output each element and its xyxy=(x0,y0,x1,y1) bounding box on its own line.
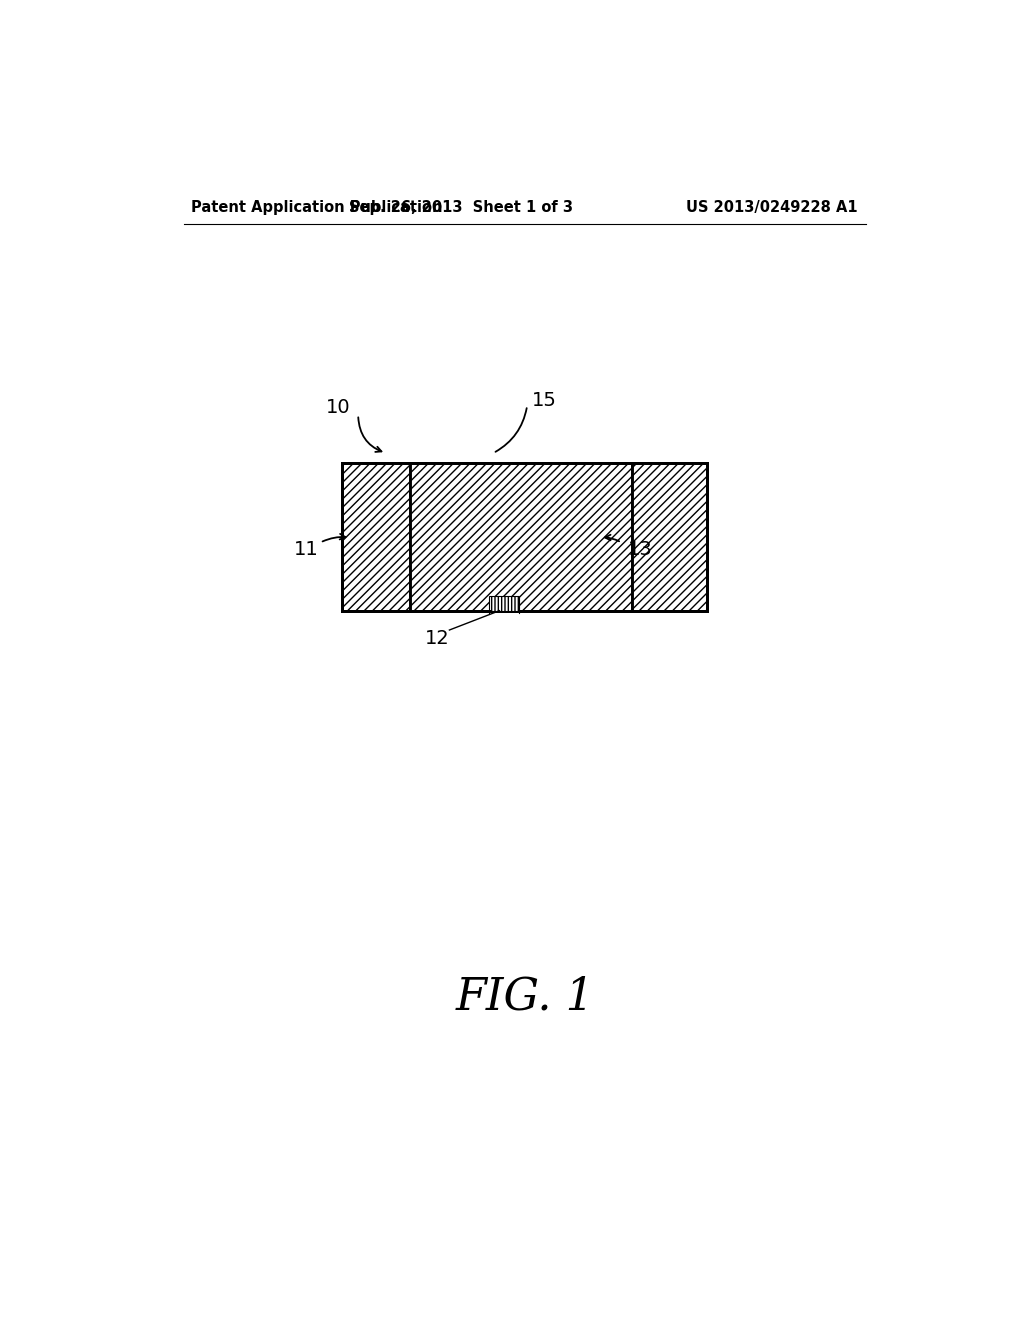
Text: 15: 15 xyxy=(532,391,557,409)
Text: US 2013/0249228 A1: US 2013/0249228 A1 xyxy=(686,199,858,215)
Text: Patent Application Publication: Patent Application Publication xyxy=(191,199,443,215)
Text: FIG. 1: FIG. 1 xyxy=(456,975,594,1019)
Bar xyxy=(410,463,632,611)
Bar xyxy=(342,463,410,611)
Bar xyxy=(632,463,708,611)
Text: Sep. 26, 2013  Sheet 1 of 3: Sep. 26, 2013 Sheet 1 of 3 xyxy=(349,199,573,215)
Text: 12: 12 xyxy=(425,628,450,648)
Text: 10: 10 xyxy=(326,397,350,417)
Text: 11: 11 xyxy=(294,540,318,560)
Bar xyxy=(489,597,519,611)
Bar xyxy=(342,463,708,611)
Text: 13: 13 xyxy=(628,540,652,560)
